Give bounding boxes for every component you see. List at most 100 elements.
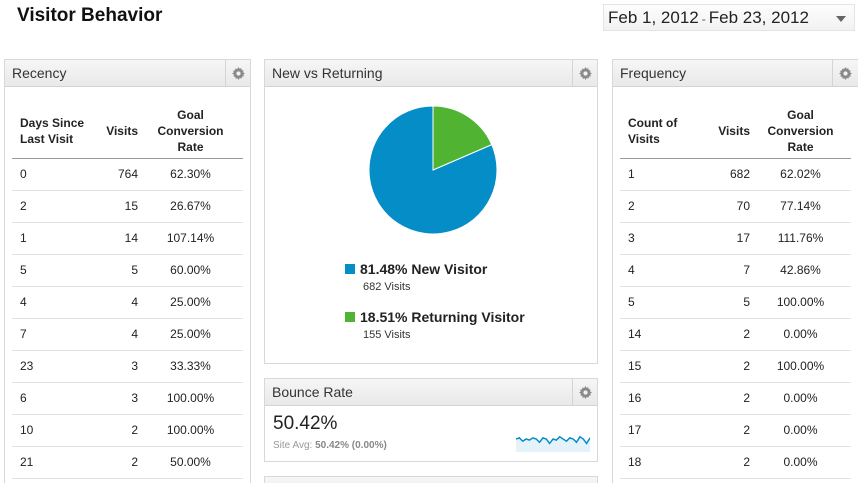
table-cell: 60.00% — [138, 254, 243, 287]
table-cell: 2 — [100, 446, 138, 479]
table-row[interactable]: 6 3 100.00% — [12, 382, 243, 415]
table-row[interactable]: 0 764 62.30% — [12, 158, 243, 191]
gear-icon[interactable] — [572, 60, 597, 86]
table-row[interactable]: 4 4 25.00% — [12, 286, 243, 319]
frequency-col-visits: Visits — [708, 105, 750, 159]
recency-table-header-row: Days Since Last Visit Visits Goal Conver… — [12, 105, 243, 159]
table-cell: 17 — [708, 222, 750, 255]
page-title: Visitor Behavior — [17, 5, 163, 26]
gear-icon[interactable] — [832, 60, 857, 86]
table-cell: 100.00% — [750, 286, 851, 319]
next-panel-edge — [264, 476, 598, 483]
legend-label-returning-visitor: Returning Visitor — [411, 309, 525, 325]
legend-label-new-visitor: New Visitor — [411, 261, 488, 277]
table-cell: 0.00% — [750, 414, 851, 447]
legend-swatch-new-visitor — [345, 264, 355, 274]
table-cell: 3 — [100, 382, 138, 415]
table-cell: 6 — [12, 382, 100, 415]
table-row[interactable]: 18 2 0.00% — [620, 446, 851, 479]
site-avg-delta: (0.00%) — [351, 440, 387, 451]
table-cell: 14 — [620, 318, 708, 351]
legend-returning-visitor: 18.51% Returning Visitor — [345, 309, 525, 325]
recency-col-days: Days Since Last Visit — [12, 105, 100, 159]
table-row[interactable]: 2 15 26.67% — [12, 190, 243, 223]
legend-percent-new-visitor: 81.48% — [360, 261, 408, 277]
bounce-rate-site-avg: Site Avg: 50.42% (0.00%) — [273, 440, 387, 451]
recency-col-visits: Visits — [100, 105, 138, 159]
gear-icon[interactable] — [225, 60, 250, 86]
table-cell: 100.00% — [750, 350, 851, 383]
legend-visits-returning-visitor: 155 Visits — [363, 329, 411, 341]
table-row[interactable]: 1 14 107.14% — [12, 222, 243, 255]
frequency-panel-header: Frequency — [613, 60, 858, 87]
table-cell: 5 — [12, 254, 100, 287]
table-row[interactable]: 21 2 50.00% — [12, 446, 243, 479]
table-cell: 764 — [100, 158, 138, 191]
new-vs-returning-panel: New vs Returning 81.48% New Visitor 682 … — [264, 59, 598, 364]
table-row[interactable]: 14 2 0.00% — [620, 318, 851, 351]
site-avg-value: 50.42% — [315, 440, 349, 451]
bounce-rate-panel-header: Bounce Rate — [265, 379, 597, 406]
pie-slice-returning-visitor[interactable] — [432, 105, 493, 171]
table-cell: 4 — [12, 286, 100, 319]
table-cell: 100.00% — [138, 382, 243, 415]
frequency-panel: Frequency Count of Visits Visits Goal Co… — [612, 59, 858, 483]
table-cell: 15 — [620, 350, 708, 383]
date-range-start: Feb 1, 2012 — [608, 8, 699, 27]
recency-panel: Recency Days Since Last Visit Visits Goa… — [4, 59, 251, 483]
table-row[interactable]: 5 5 100.00% — [620, 286, 851, 319]
table-row[interactable]: 4 7 42.86% — [620, 254, 851, 287]
table-cell: 14 — [100, 222, 138, 255]
table-cell: 0.00% — [750, 382, 851, 415]
table-cell: 62.30% — [138, 158, 243, 191]
legend-percent-returning-visitor: 18.51% — [360, 309, 408, 325]
table-cell: 107.14% — [138, 222, 243, 255]
table-row[interactable]: 7 4 25.00% — [12, 318, 243, 351]
table-cell: 77.14% — [750, 190, 851, 223]
table-cell: 2 — [708, 318, 750, 351]
table-cell: 5 — [100, 254, 138, 287]
table-row[interactable]: 1 682 62.02% — [620, 158, 851, 191]
table-cell: 0 — [12, 158, 100, 191]
table-row[interactable]: 23 3 33.33% — [12, 350, 243, 383]
recency-panel-title: Recency — [12, 65, 67, 81]
table-cell: 2 — [620, 190, 708, 223]
chevron-down-icon[interactable] — [836, 16, 846, 22]
recency-panel-header: Recency — [5, 60, 250, 87]
table-row[interactable]: 5 5 60.00% — [12, 254, 243, 287]
frequency-col-goal-conversion: Goal Conversion Rate — [750, 105, 851, 159]
site-avg-label: Site Avg: — [273, 440, 313, 451]
table-cell: 111.76% — [750, 222, 851, 255]
table-cell: 1 — [12, 222, 100, 255]
table-row[interactable]: 2 70 77.14% — [620, 190, 851, 223]
table-cell: 7 — [12, 318, 100, 351]
table-row[interactable]: 17 2 0.00% — [620, 414, 851, 447]
recency-table: Days Since Last Visit Visits Goal Conver… — [12, 105, 243, 479]
table-row[interactable]: 3 17 111.76% — [620, 222, 851, 255]
table-cell: 4 — [100, 286, 138, 319]
table-cell: 2 — [12, 190, 100, 223]
table-row[interactable]: 15 2 100.00% — [620, 350, 851, 383]
table-cell: 23 — [12, 350, 100, 383]
table-row[interactable]: 16 2 0.00% — [620, 382, 851, 415]
table-cell: 33.33% — [138, 350, 243, 383]
table-cell: 15 — [100, 190, 138, 223]
table-cell: 26.67% — [138, 190, 243, 223]
frequency-table-header-row: Count of Visits Visits Goal Conversion R… — [620, 105, 851, 159]
frequency-col-count: Count of Visits — [620, 105, 708, 159]
new-vs-returning-panel-title: New vs Returning — [272, 65, 383, 81]
sparkline-area — [516, 436, 590, 452]
bounce-rate-panel: Bounce Rate 50.42% Site Avg: 50.42% (0.0… — [264, 378, 598, 462]
visitor-type-pie-chart[interactable] — [367, 104, 499, 236]
table-cell: 21 — [12, 446, 100, 479]
pie-slice-new-visitor[interactable] — [368, 105, 498, 235]
table-row[interactable]: 10 2 100.00% — [12, 414, 243, 447]
table-cell: 1 — [620, 158, 708, 191]
table-cell: 5 — [708, 286, 750, 319]
table-cell: 10 — [12, 414, 100, 447]
gear-icon[interactable] — [572, 379, 597, 405]
table-cell: 16 — [620, 382, 708, 415]
table-cell: 2 — [708, 350, 750, 383]
table-cell: 3 — [620, 222, 708, 255]
date-range-picker[interactable]: Feb 1, 2012- Feb 23, 2012 — [603, 4, 855, 31]
